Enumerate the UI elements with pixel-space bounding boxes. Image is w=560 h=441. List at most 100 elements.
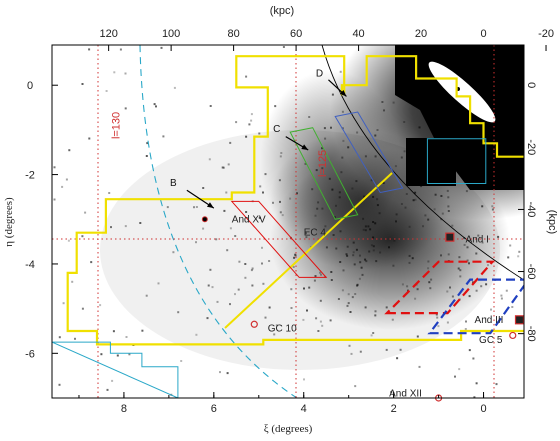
region-green-strip	[289, 127, 359, 220]
density-speck	[302, 318, 305, 321]
density-speck	[229, 141, 232, 144]
x-tick-label: 4	[301, 403, 307, 415]
longitude-labels: l=130 l=125	[110, 112, 329, 177]
density-speck	[319, 299, 322, 302]
density-speck	[293, 256, 296, 259]
density-speck	[484, 317, 487, 320]
density-speck	[376, 204, 379, 207]
density-speck	[294, 253, 297, 256]
density-speck	[458, 256, 461, 259]
region-blue-strip	[334, 111, 404, 194]
density-speck	[436, 316, 439, 319]
density-speck	[433, 208, 436, 211]
density-speck	[376, 129, 379, 131]
density-speck	[416, 335, 419, 338]
density-speck	[116, 354, 119, 357]
annotation-l=130: l=130	[110, 112, 122, 139]
density-speck	[110, 226, 112, 229]
density-speck	[440, 254, 442, 257]
density-speck	[262, 282, 265, 285]
density-speck	[208, 158, 211, 161]
density-speck	[451, 224, 454, 227]
density-speck	[403, 121, 406, 123]
density-speck	[313, 279, 316, 282]
density-speck	[347, 302, 350, 305]
diag-yellow-line	[224, 172, 393, 329]
density-speck	[457, 267, 460, 270]
density-speck	[329, 319, 332, 322]
density-speck	[245, 75, 248, 78]
top-tick-label: 100	[162, 28, 180, 40]
density-speck	[296, 192, 298, 195]
density-speck	[481, 205, 484, 208]
density-speck	[273, 333, 276, 336]
density-speck	[350, 352, 353, 355]
density-speck	[234, 293, 236, 296]
density-speck	[396, 357, 399, 360]
density-speck	[347, 293, 350, 296]
density-speck	[420, 185, 423, 188]
density-speck	[155, 105, 157, 108]
density-speck	[237, 288, 240, 291]
arrow-C-label: C	[273, 124, 280, 135]
density-speck	[84, 211, 87, 214]
density-speck	[408, 254, 411, 257]
right-tick-label: -40	[525, 201, 537, 217]
density-speck	[480, 285, 483, 288]
density-speck	[346, 245, 349, 248]
y-tick-label: -4	[25, 259, 35, 271]
density-speck	[305, 236, 308, 239]
density-speck	[153, 103, 156, 106]
density-speck	[90, 261, 93, 264]
x-tick-label: 8	[121, 403, 127, 415]
survey-regions	[52, 55, 524, 398]
density-speck	[128, 353, 131, 356]
density-speck	[441, 212, 444, 215]
density-speck	[331, 188, 334, 191]
density-speck	[145, 294, 148, 297]
density-speck	[349, 311, 352, 313]
density-speck	[362, 217, 365, 220]
density-speck	[406, 285, 409, 288]
density-speck	[317, 201, 320, 204]
object-label-And XII: And XII	[389, 389, 422, 400]
marker-And XV	[201, 216, 208, 223]
density-speck	[481, 241, 484, 244]
density-speck	[335, 204, 337, 207]
density-speck	[408, 225, 411, 228]
density-speck	[348, 344, 351, 347]
density-speck	[391, 318, 394, 321]
density-speck	[374, 134, 377, 137]
marker-GC 5	[509, 331, 517, 340]
density-speck	[352, 254, 355, 257]
density-speck	[229, 303, 231, 306]
density-speck	[365, 260, 368, 263]
density-speck	[235, 121, 238, 124]
density-speck	[464, 328, 467, 330]
density-speck	[321, 147, 323, 150]
y-tick-label: -2	[25, 170, 35, 182]
region-red-box	[384, 260, 495, 315]
ellipse-curves	[52, 45, 524, 398]
density-speck	[400, 156, 403, 159]
density-speck	[359, 350, 362, 353]
density-speck	[414, 191, 417, 194]
top-tick-label: 60	[290, 28, 302, 40]
density-speck	[507, 256, 510, 259]
x-axis-label: ξ (degrees)	[264, 423, 313, 435]
density-speck	[369, 228, 372, 231]
density-speck	[227, 163, 230, 166]
density-speck	[370, 334, 373, 337]
density-speck	[100, 353, 103, 356]
density-speck	[491, 208, 494, 211]
density-speck	[495, 383, 498, 386]
density-speck	[193, 206, 195, 209]
density-speck	[446, 321, 449, 324]
star-density-map	[53, 45, 524, 398]
density-speck	[427, 218, 430, 221]
density-speck	[361, 273, 364, 276]
arrow-B-head	[206, 202, 214, 209]
density-speck	[364, 155, 367, 158]
density-speck	[465, 190, 468, 193]
y-tick-label: 0	[27, 80, 33, 92]
